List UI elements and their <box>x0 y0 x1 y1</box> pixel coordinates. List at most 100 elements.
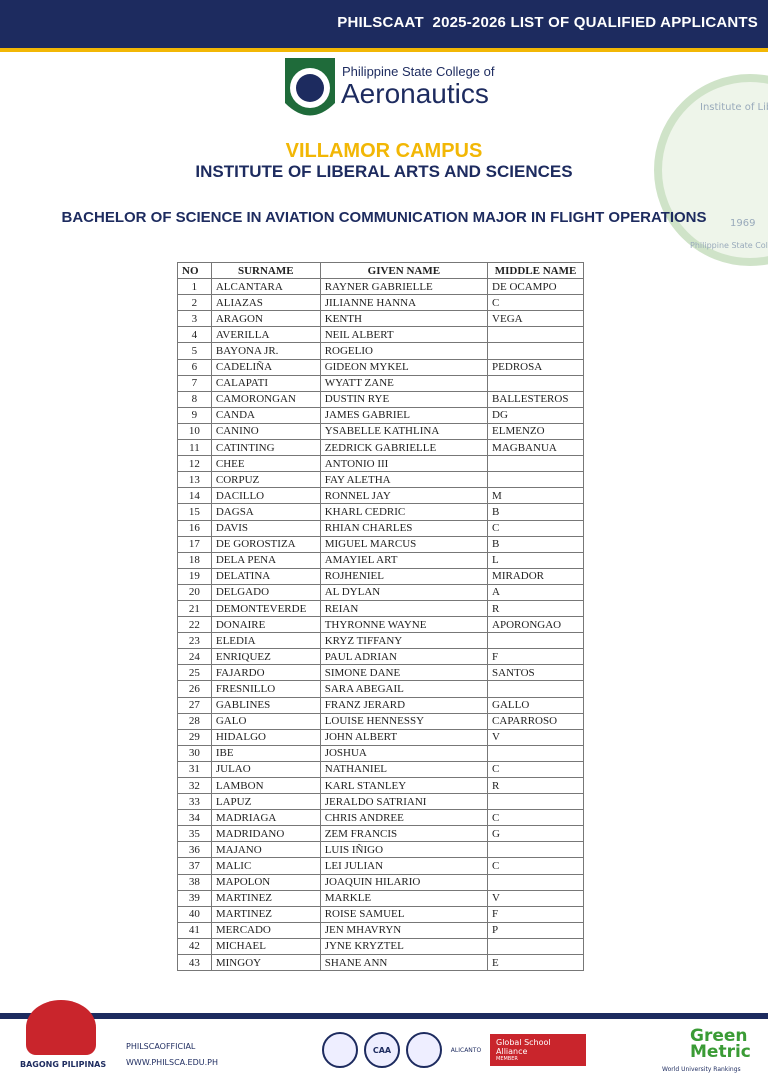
table-row: 15 DAGSA KHARL CEDRIC B <box>177 503 584 521</box>
table-cell: SANTOS <box>487 664 584 682</box>
table-cell: PEDROSA <box>487 358 584 376</box>
table-cell: DACILLO <box>210 487 321 505</box>
partner-logos: CAA ALICANTO Global School Alliance MEMBE… <box>322 1032 586 1068</box>
table-cell: ELEDIA <box>210 632 321 650</box>
table-cell: V <box>487 728 584 746</box>
applicant-table: NO SURNAME GIVEN NAME MIDDLE NAME 1 ALCANTAR… <box>177 261 584 972</box>
table-row: 19 DELATINA ROJHENIEL MIRADOR <box>177 567 584 585</box>
table-row: 20 DELGADO AL DYLAN A <box>177 583 584 601</box>
table-cell: 40 <box>177 905 212 923</box>
table-row: 21 DEMONTEVERDE REIAN R <box>177 599 584 618</box>
table-cell: 35 <box>177 825 212 843</box>
table-cell: 10 <box>177 422 212 441</box>
seal: Institute of Liberal Arts 1969 Philippin… <box>654 74 768 266</box>
table-row: 24 ENRIQUEZ PAUL ADRIAN F <box>177 648 584 666</box>
table-row: 39 MARTINEZ MARKLE V <box>177 889 584 907</box>
table-cell: MAGBANUA <box>487 439 584 457</box>
table-cell: ZEM FRANCIS <box>319 825 489 843</box>
table-cell: MALIC <box>210 857 321 875</box>
header-row: NO SURNAME GIVEN NAME MIDDLE NAME <box>177 261 584 280</box>
table-cell: JYNE KRYZTEL <box>319 937 489 956</box>
table-cell: MADRIDANO <box>210 825 321 843</box>
table-cell: 38 <box>177 873 212 891</box>
table-cell: AL DYLAN <box>319 583 489 601</box>
table-cell: 22 <box>177 616 212 634</box>
social: PHILSCAOFFICIAL <box>126 1042 196 1051</box>
table-cell: MIRADOR <box>487 567 584 585</box>
table-row: 40 MARTINEZ ROISE SAMUEL F <box>177 905 584 923</box>
table-cell: 21 <box>177 599 212 618</box>
table-cell: APORONGAO <box>487 616 584 634</box>
table-row: 11 CATINTING ZEDRICK GABRIELLE MAGBANUA <box>177 439 584 457</box>
institute: INSTITUTE OF LIBERAL ARTS AND SCIENCES <box>195 162 573 181</box>
table-cell: L <box>487 551 584 569</box>
table-cell: AMAYIEL ART <box>319 551 489 569</box>
table-cell: ANTONIO III <box>319 455 489 473</box>
table-cell: 6 <box>177 358 212 376</box>
table-cell: 14 <box>177 487 212 505</box>
program: BACHELOR OF SCIENCE IN AVIATION COMMUNIC… <box>61 209 707 226</box>
table-cell: BALLESTEROS <box>487 390 584 408</box>
table-row: 26 FRESNILLO SARA ABEGAIL <box>177 680 584 698</box>
table-cell: 39 <box>177 889 212 907</box>
table-cell: 5 <box>177 342 212 360</box>
logo-badge <box>406 1032 442 1068</box>
table-cell: CAPARROSO <box>487 712 584 730</box>
table-cell <box>487 744 584 762</box>
table-cell <box>487 342 584 360</box>
table-row: 27 GABLINES FRANZ JERARD GALLO <box>177 696 584 714</box>
table-cell: DEMONTEVERDE <box>210 599 321 618</box>
table-row: 12 CHEE ANTONIO III <box>177 455 584 473</box>
gm-sub: World University Rankings <box>662 1066 741 1073</box>
table-cell: CANINO <box>210 422 321 441</box>
table-row: 18 DELA PENA AMAYIEL ART L <box>177 551 584 569</box>
table-cell: GALO <box>210 712 321 730</box>
logo-line1: Philippine State College of <box>342 64 495 79</box>
table-cell: FRESNILLO <box>210 680 321 698</box>
logo-gsa: Global School Alliance MEMBER <box>490 1034 586 1066</box>
table-row: 25 FAJARDO SIMONE DANE SANTOS <box>177 664 584 682</box>
table-cell: C <box>487 809 584 827</box>
table-cell: 2 <box>177 294 212 312</box>
table-cell: C <box>487 857 584 875</box>
table-row: 36 MAJANO LUIS IÑIGO <box>177 841 584 859</box>
table-cell: DONAIRE <box>210 616 321 634</box>
website: WWW.PHILSCA.EDU.PH <box>126 1058 219 1067</box>
table-row: 13 CORPUZ FAY ALETHA <box>177 471 584 489</box>
table-row: 6 CADELIÑA GIDEON MYKEL PEDROSA <box>177 358 584 376</box>
table-cell <box>487 841 584 859</box>
table-row: 38 MAPOLON JOAQUIN HILARIO <box>177 873 584 891</box>
table-cell: DELATINA <box>210 567 321 585</box>
table-cell: LEI JULIAN <box>319 857 489 875</box>
table-cell: V <box>487 889 584 907</box>
table-cell: YSABELLE KATHLINA <box>319 422 489 441</box>
table-cell: 27 <box>177 696 212 714</box>
table-cell: FAY ALETHA <box>319 471 489 489</box>
table-cell: C <box>487 760 584 779</box>
table-row: 9 CANDA JAMES GABRIEL DG <box>177 406 584 424</box>
table-cell: 42 <box>177 937 212 956</box>
table-cell: PAUL ADRIAN <box>319 648 489 666</box>
college-logo <box>285 58 335 116</box>
table-cell: MINGOY <box>210 954 321 972</box>
table-cell: ROJHENIEL <box>319 567 489 585</box>
table-row: 37 MALIC LEI JULIAN C <box>177 857 584 875</box>
table-cell: JULAO <box>210 760 321 779</box>
table-cell: 9 <box>177 406 212 424</box>
column-header: NO <box>177 261 212 280</box>
table-cell: MERCADO <box>210 921 321 939</box>
table-cell: DAVIS <box>210 519 321 537</box>
table-cell: RHIAN CHARLES <box>319 519 489 537</box>
table-cell: 12 <box>177 455 212 473</box>
table-cell: 15 <box>177 503 212 521</box>
table-row: 33 LAPUZ JERALDO SATRIANI <box>177 793 584 811</box>
table-row: 35 MADRIDANO ZEM FRANCIS G <box>177 825 584 843</box>
seal-top: Institute of Liberal Arts <box>700 102 768 113</box>
gm-metric: Metric <box>690 1042 751 1062</box>
table-cell: 24 <box>177 648 212 666</box>
table-row: 1 ALCANTARA RAYNER GABRIELLE DE OCAMPO <box>177 278 584 296</box>
table-cell: 3 <box>177 310 212 328</box>
table-cell: MAJANO <box>210 841 321 859</box>
table-row: 28 GALO LOUISE HENNESSY CAPARROSO <box>177 712 584 730</box>
table-cell: NEIL ALBERT <box>319 326 489 344</box>
